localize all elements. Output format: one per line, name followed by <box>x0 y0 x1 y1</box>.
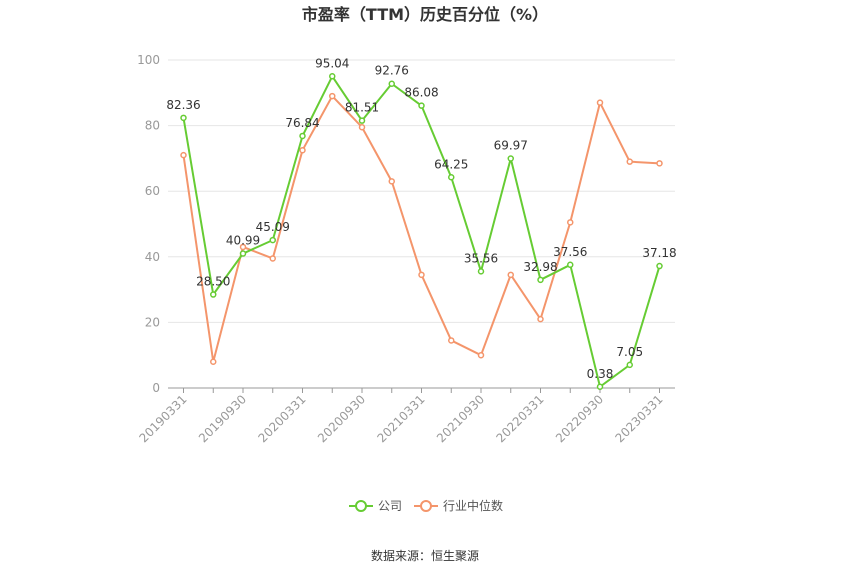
data-point[interactable] <box>388 178 395 185</box>
x-tick-label: 20190930 <box>196 392 249 445</box>
data-point[interactable] <box>477 351 485 359</box>
x-tick-label: 20190331 <box>137 392 190 445</box>
x-axis: 20190331 20190930 20200331 20200930 20210331… <box>137 387 675 445</box>
data-point[interactable] <box>656 160 663 167</box>
data-label: 32.98 <box>523 260 557 274</box>
data-label: 95.04 <box>315 56 349 70</box>
data-point[interactable] <box>418 102 425 109</box>
data-point[interactable] <box>180 114 187 122</box>
legend-label: 行业中位数 <box>443 498 503 513</box>
data-label: 37.56 <box>553 245 587 259</box>
data-point[interactable] <box>567 261 574 269</box>
data-point[interactable] <box>448 174 455 181</box>
x-tick-label: 20220930 <box>553 392 606 445</box>
y-tick-label: 80 <box>145 119 160 133</box>
data-point[interactable] <box>299 132 306 140</box>
data-label: 76.84 <box>285 116 319 130</box>
data-point[interactable] <box>596 383 604 391</box>
data-point[interactable] <box>299 146 306 154</box>
data-label: 45.09 <box>256 220 290 234</box>
data-label: 92.76 <box>375 64 409 78</box>
legend[interactable]: 公司 行业中位数 <box>349 498 503 513</box>
data-point[interactable] <box>626 158 633 165</box>
data-point[interactable] <box>358 123 366 131</box>
data-label: 28.50 <box>196 275 230 289</box>
data-point[interactable] <box>537 315 544 323</box>
data-point[interactable] <box>418 271 425 279</box>
data-point[interactable] <box>269 236 276 244</box>
x-tick-label: 20200930 <box>315 392 368 445</box>
data-point[interactable] <box>477 268 485 275</box>
legend-label: 公司 <box>378 499 402 513</box>
y-tick-label: 20 <box>145 315 160 329</box>
grid-lines <box>168 59 675 323</box>
data-point[interactable] <box>448 337 455 344</box>
data-point[interactable] <box>507 155 514 162</box>
data-point[interactable] <box>239 243 247 251</box>
data-point[interactable] <box>626 361 633 369</box>
data-point[interactable] <box>656 262 663 270</box>
data-point[interactable] <box>596 99 604 106</box>
data-label: 40.99 <box>226 234 260 248</box>
data-point[interactable] <box>388 80 395 87</box>
data-point[interactable] <box>210 291 217 298</box>
data-point[interactable] <box>358 117 366 124</box>
data-point[interactable] <box>180 151 187 159</box>
y-tick-label: 0 <box>152 381 160 395</box>
y-tick-label: 40 <box>145 250 160 264</box>
data-label: 0.38 <box>587 367 614 381</box>
legend-marker <box>355 500 367 512</box>
data-label: 86.08 <box>404 86 438 100</box>
data-label: 81.51 <box>345 101 379 115</box>
data-label: 69.97 <box>494 138 528 152</box>
data-label: 35.56 <box>464 251 498 265</box>
y-tick-label: 60 <box>145 184 160 198</box>
data-point[interactable] <box>537 276 544 284</box>
data-label: 82.36 <box>166 98 200 112</box>
x-tick-label: 20220331 <box>494 392 547 445</box>
x-tick-label: 20210331 <box>375 392 428 445</box>
data-label: 64.25 <box>434 157 468 171</box>
data-point[interactable] <box>239 250 247 257</box>
x-tick-label: 20230331 <box>613 392 666 445</box>
data-label: 37.18 <box>642 246 676 260</box>
y-tick-label: 100 <box>137 53 160 67</box>
y-axis: 0 20 40 60 80 100 <box>137 53 160 395</box>
data-point[interactable] <box>329 92 336 100</box>
x-tick-label: 20200331 <box>256 392 309 445</box>
data-point[interactable] <box>329 73 336 80</box>
data-label: 7.05 <box>616 345 643 359</box>
legend-item[interactable]: 行业中位数 <box>414 498 503 513</box>
legend-marker <box>420 500 432 512</box>
chart-title: 市盈率（TTM）历史百分位（%） <box>302 5 548 24</box>
data-point[interactable] <box>269 255 276 262</box>
series-lines <box>180 73 663 391</box>
data-point[interactable] <box>507 271 514 279</box>
x-tick-label: 20210930 <box>434 392 487 445</box>
data-point[interactable] <box>567 219 574 226</box>
source-note: 数据来源：恒生聚源 <box>371 548 479 563</box>
legend-item[interactable]: 公司 <box>349 499 402 513</box>
data-point[interactable] <box>210 358 217 366</box>
